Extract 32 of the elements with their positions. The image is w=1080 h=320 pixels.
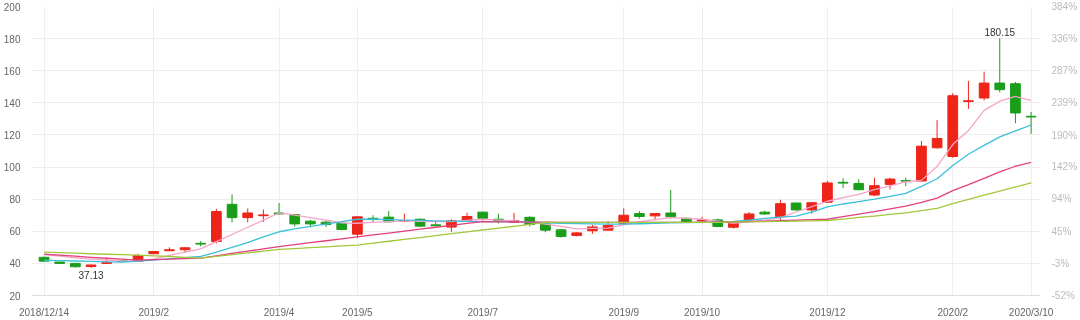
x-tick-label: 2018/12/14: [19, 306, 70, 318]
x-tick-label: 2019/2: [138, 306, 170, 318]
y2-tick-label: 142%: [1051, 161, 1078, 173]
x-tick-label: 2019/5: [342, 306, 374, 318]
y2-tick-label: 94%: [1051, 193, 1072, 205]
y-tick-label: 160: [3, 65, 21, 77]
x-tick-label: 2020/3/10: [1008, 306, 1054, 318]
y2-tick-label: 239%: [1051, 97, 1078, 109]
y-tick-label: 40: [9, 258, 21, 270]
y-tick-label: 180: [3, 33, 21, 45]
y2-tick-label: 384%: [1051, 1, 1078, 12]
x-tick-label: 2019/4: [263, 306, 295, 318]
y2-tick-label: 336%: [1051, 32, 1078, 44]
y-tick-label: 60: [9, 226, 21, 238]
y2-tick-label: 190%: [1051, 129, 1078, 141]
y-tick-label: 140: [3, 97, 21, 109]
x-tick-label: 2020/2: [937, 306, 969, 318]
y2-tick-label: 287%: [1051, 65, 1078, 77]
y-tick-label: 20: [9, 290, 21, 302]
y2-tick-label: 45%: [1051, 225, 1072, 237]
y-tick-label: 120: [3, 129, 21, 141]
x-tick-label: 2019/12: [809, 306, 846, 318]
y-tick-label: 200: [3, 1, 21, 13]
annotation: 37.13: [78, 270, 104, 281]
y2-tick-label: -52%: [1051, 290, 1075, 301]
y-tick-label: 80: [9, 194, 21, 206]
x-tick-label: 2019/9: [608, 306, 640, 318]
y2-tick-label: -3%: [1051, 257, 1070, 269]
y-tick-label: 100: [3, 162, 21, 174]
x-tick-label: 2019/7: [467, 306, 499, 318]
x-tick-label: 2019/10: [684, 306, 721, 318]
annotation: 180.15: [984, 27, 1016, 39]
